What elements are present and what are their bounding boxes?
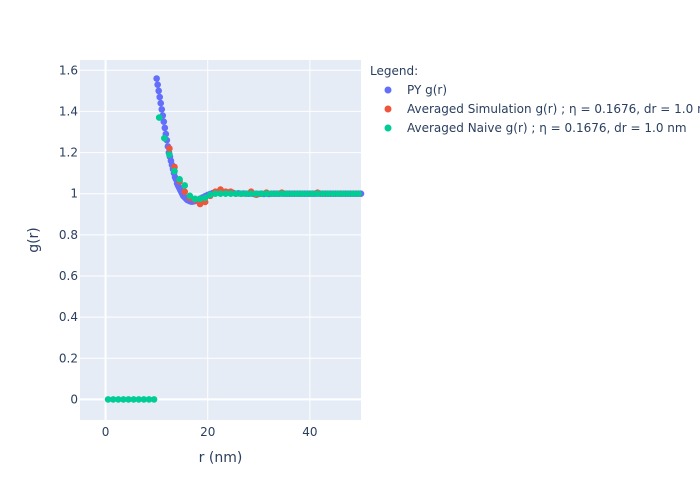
legend-item-py[interactable]: PY g(r) xyxy=(385,83,448,97)
y-tick-label: 0.8 xyxy=(59,228,78,242)
naive-point xyxy=(166,151,173,158)
py-point xyxy=(158,106,165,113)
legend-item-simulation[interactable]: Averaged Simulation g(r) ; η = 0.1676, d… xyxy=(385,102,700,116)
py-point xyxy=(155,88,162,95)
plot-background xyxy=(80,60,361,420)
naive-point xyxy=(181,182,188,189)
simulation-point xyxy=(166,145,173,152)
naive-point xyxy=(355,190,362,197)
y-tick-label: 1.4 xyxy=(59,104,78,118)
py-point xyxy=(154,81,161,88)
legend-label-py: PY g(r) xyxy=(407,83,447,97)
legend-label-simulation: Averaged Simulation g(r) ; η = 0.1676, d… xyxy=(407,102,700,116)
y-tick-label: 1 xyxy=(70,187,78,201)
naive-point xyxy=(156,114,163,121)
x-tick-label: 20 xyxy=(200,425,215,439)
y-tick-label: 0.2 xyxy=(59,351,78,365)
naive-point xyxy=(161,135,168,142)
y-axis-title: g(r) xyxy=(26,227,42,253)
legend-marker-py xyxy=(385,87,392,94)
py-point xyxy=(162,125,169,132)
legend: Legend: PY g(r) Averaged Simulation g(r)… xyxy=(370,64,700,135)
legend-title: Legend: xyxy=(370,64,418,78)
y-tick-label: 0.4 xyxy=(59,310,78,324)
y-tick-label: 0.6 xyxy=(59,269,78,283)
x-tick-label: 40 xyxy=(302,425,317,439)
py-point xyxy=(156,94,163,101)
simulation-point xyxy=(181,188,188,195)
x-axis-title: r (nm) xyxy=(199,450,243,466)
naive-point xyxy=(151,396,158,403)
legend-marker-naive xyxy=(385,125,392,132)
x-tick-label: 0 xyxy=(102,425,110,439)
naive-point xyxy=(176,176,183,183)
py-point xyxy=(157,100,164,107)
legend-item-naive[interactable]: Averaged Naive g(r) ; η = 0.1676, dr = 1… xyxy=(385,121,687,135)
py-point xyxy=(153,75,160,82)
y-tick-label: 0 xyxy=(70,392,78,406)
legend-marker-simulation xyxy=(385,106,392,113)
naive-point xyxy=(171,168,178,175)
legend-label-naive: Averaged Naive g(r) ; η = 0.1676, dr = 1… xyxy=(407,121,687,135)
y-tick-label: 1.6 xyxy=(59,63,78,77)
y-tick-label: 1.2 xyxy=(59,146,78,160)
